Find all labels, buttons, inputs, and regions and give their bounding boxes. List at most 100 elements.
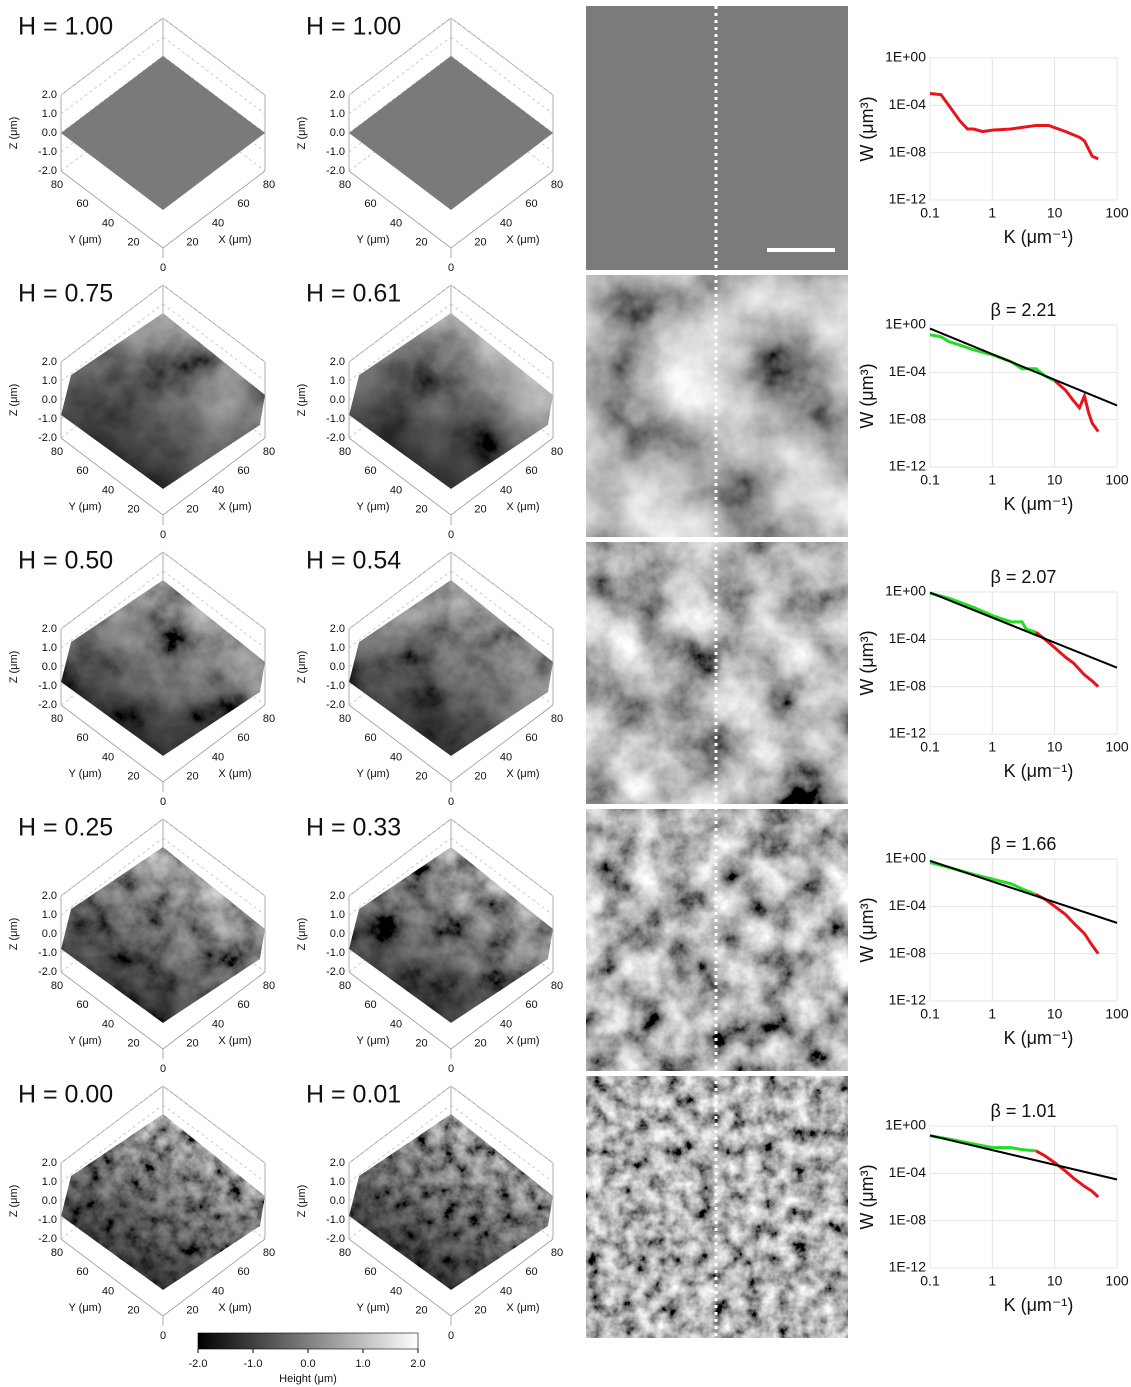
y-tick-label: 1E-08 (889, 410, 927, 426)
z-tick-label: -1.0 (326, 413, 345, 425)
y-tick-label: 20 (415, 1305, 427, 1317)
x-tick-label: 10 (1047, 739, 1063, 755)
y-tick-label: 1E-04 (889, 630, 927, 646)
y-tick-label: 40 (102, 751, 114, 763)
y-axis-label: Y (μm) (356, 1035, 389, 1047)
z-axis-label: Z (μm) (296, 117, 308, 150)
x-tick-label: 60 (237, 732, 249, 744)
y-tick-label: 60 (76, 999, 88, 1011)
z-tick-label: -1.0 (38, 1214, 57, 1226)
origin-label: 0 (160, 1330, 166, 1342)
y-tick-label: 80 (339, 1247, 351, 1259)
x-tick-label: 60 (237, 1266, 249, 1278)
y-tick-label: 60 (364, 999, 376, 1011)
colorbar-tick-label: -2.0 (189, 1358, 208, 1370)
chart-title: β = 1.01 (991, 1101, 1057, 1121)
x-tick-label: 20 (474, 237, 486, 249)
x-axis-label: K (μm⁻¹) (1004, 761, 1074, 781)
z-tick-label: 0.0 (42, 127, 57, 139)
x-tick-label: 1 (988, 1006, 996, 1022)
x-tick-label: 40 (500, 1285, 512, 1297)
y-axis-label: W (μm³) (857, 96, 877, 161)
y-axis-label: W (μm³) (857, 897, 877, 962)
z-tick-label: 0.0 (330, 1195, 345, 1207)
y-tick-label: 1E-08 (889, 944, 927, 960)
y-tick-label: 60 (76, 732, 88, 744)
x-tick-label: 1 (988, 205, 996, 221)
z-tick-label: 1.0 (330, 1176, 345, 1188)
y-axis-label: Y (μm) (68, 1035, 101, 1047)
psd-line (930, 329, 1117, 406)
y-tick-label: 1E-08 (889, 677, 927, 693)
y-tick-label: 1E-12 (889, 725, 927, 741)
chart-title: β = 2.21 (991, 300, 1057, 320)
z-tick-label: -1.0 (326, 680, 345, 692)
z-tick-label: 1.0 (42, 909, 57, 921)
y-tick-label: 1E-12 (889, 458, 927, 474)
z-tick-label: -2.0 (38, 966, 57, 978)
y-tick-label: 60 (364, 732, 376, 744)
z-tick-label: 1.0 (330, 909, 345, 921)
y-tick-label: 1E-04 (889, 96, 927, 112)
x-tick-label: 0.1 (920, 205, 940, 221)
z-tick-label: 2.0 (330, 356, 345, 368)
z-tick-label: 0.0 (42, 1195, 57, 1207)
y-tick-label: 60 (364, 465, 376, 477)
x-tick-label: 20 (474, 1038, 486, 1050)
x-axis-label: X (μm) (218, 234, 251, 246)
y-tick-label: 20 (127, 237, 139, 249)
z-tick-label: 0.0 (42, 394, 57, 406)
y-tick-label: 80 (51, 1247, 63, 1259)
z-tick-label: 2.0 (42, 623, 57, 635)
z-axis-label: Z (μm) (296, 918, 308, 951)
y-tick-label: 80 (339, 446, 351, 458)
z-axis-label: Z (μm) (8, 1185, 20, 1218)
y-tick-label: 80 (51, 713, 63, 725)
z-axis-label: Z (μm) (296, 1185, 308, 1218)
y-tick-label: 40 (390, 751, 402, 763)
x-axis-label: X (μm) (218, 1035, 251, 1047)
y-tick-label: 80 (339, 179, 351, 191)
chart-title: β = 1.66 (991, 834, 1057, 854)
panel-label: H = 1.00 (306, 13, 401, 41)
plot-frame (930, 592, 1117, 734)
z-tick-label: 0.0 (42, 661, 57, 673)
z-tick-label: 2.0 (330, 623, 345, 635)
z-tick-label: 2.0 (330, 890, 345, 902)
z-tick-label: -2.0 (326, 699, 345, 711)
z-tick-label: 2.0 (330, 89, 345, 101)
y-tick-label: 80 (51, 980, 63, 992)
origin-label: 0 (160, 262, 166, 274)
z-tick-label: 0.0 (330, 394, 345, 406)
x-tick-label: 0.1 (920, 472, 940, 488)
y-tick-label: 80 (339, 713, 351, 725)
z-tick-label: 1.0 (42, 642, 57, 654)
y-axis-label: Y (μm) (356, 234, 389, 246)
psd-line (1036, 632, 1098, 686)
y-tick-label: 20 (415, 504, 427, 516)
x-tick-label: 40 (212, 751, 224, 763)
x-tick-label: 60 (525, 198, 537, 210)
x-tick-label: 20 (186, 1305, 198, 1317)
y-tick-label: 80 (51, 446, 63, 458)
x-tick-label: 1 (988, 739, 996, 755)
z-tick-label: 1.0 (330, 642, 345, 654)
y-axis-label: Y (μm) (68, 234, 101, 246)
z-tick-label: -2.0 (326, 966, 345, 978)
z-axis-label: Z (μm) (296, 651, 308, 684)
panel-label: H = 0.50 (18, 547, 113, 575)
origin-label: 0 (448, 1330, 454, 1342)
x-tick-label: 100 (1105, 1273, 1129, 1289)
y-axis-label: Y (μm) (356, 501, 389, 513)
x-tick-label: 80 (551, 1247, 563, 1259)
y-tick-label: 40 (390, 1018, 402, 1030)
colorbar-tick-label: 1.0 (355, 1358, 370, 1370)
x-tick-label: 60 (525, 732, 537, 744)
origin-label: 0 (160, 1063, 166, 1075)
x-axis-label: X (μm) (506, 1302, 539, 1314)
z-tick-label: 0.0 (330, 127, 345, 139)
colorbar (198, 1333, 418, 1349)
y-tick-label: 20 (415, 771, 427, 783)
psd-line (930, 94, 1098, 159)
x-tick-label: 20 (474, 771, 486, 783)
